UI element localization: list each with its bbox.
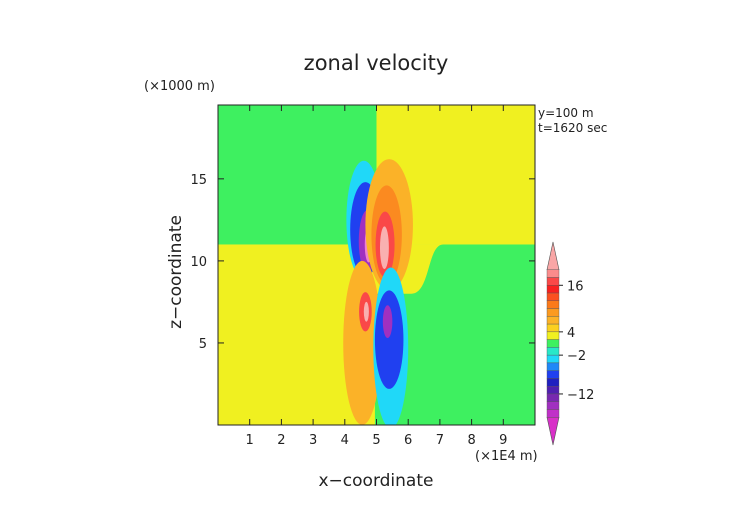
y-tick-label-10: 10 bbox=[190, 255, 207, 270]
colorbar: 16 4 −2 −12 bbox=[546, 241, 594, 446]
colorbar-swatch bbox=[546, 269, 560, 278]
x-tick-label-1: 1 bbox=[246, 433, 254, 448]
x-tick-label-3: 3 bbox=[309, 433, 317, 448]
colorbar-bottom-triangle bbox=[546, 416, 560, 446]
colorbar-swatch bbox=[546, 331, 560, 340]
feature-lower-right-blue bbox=[374, 290, 404, 389]
chart-title: zonal velocity bbox=[304, 51, 449, 75]
colorbar-swatch bbox=[546, 285, 560, 294]
x-tick-label-4: 4 bbox=[341, 433, 349, 448]
feature-lower-right-purple bbox=[382, 305, 393, 339]
colorbar-swatch bbox=[546, 308, 560, 317]
y-axis-units: (×1000 m) bbox=[144, 79, 215, 94]
feature-lower-left-core bbox=[363, 301, 369, 322]
colorbar-swatch bbox=[546, 292, 560, 302]
x-tick-label-2: 2 bbox=[277, 433, 285, 448]
x-tick-label-6: 6 bbox=[404, 433, 412, 448]
colorbar-swatch bbox=[546, 393, 560, 402]
colorbar-swatch bbox=[546, 347, 560, 356]
colorbar-swatch bbox=[546, 277, 560, 286]
x-axis-units: (×1E4 m) bbox=[475, 449, 538, 464]
x-tick-label-7: 7 bbox=[436, 433, 444, 448]
colorbar-swatch bbox=[546, 409, 560, 418]
axis-ticks: 1 2 3 4 5 6 7 8 9 5 10 15 bbox=[190, 105, 535, 448]
colorbar-swatch bbox=[546, 378, 560, 387]
colorbar-swatch bbox=[546, 300, 560, 309]
colorbar-swatch bbox=[546, 401, 560, 410]
colorbar-swatch bbox=[546, 362, 560, 371]
contour-field bbox=[218, 105, 535, 425]
colorbar-swatch bbox=[546, 323, 560, 333]
annotation-time: t=1620 sec bbox=[538, 121, 607, 135]
x-axis-label: x−coordinate bbox=[319, 471, 434, 491]
colorbar-swatch bbox=[546, 316, 560, 325]
colorbar-tick-label-−2: −2 bbox=[567, 349, 586, 364]
x-tick-label-9: 9 bbox=[499, 433, 507, 448]
colorbar-top-triangle bbox=[546, 241, 560, 271]
colorbar-tick-label-−12: −12 bbox=[567, 388, 594, 403]
colorbar-swatch bbox=[546, 370, 560, 379]
colorbar-swatch bbox=[546, 354, 560, 364]
y-axis-label: z−coordinate bbox=[166, 215, 186, 329]
annotation-y: y=100 m bbox=[538, 106, 594, 120]
feature-lower-left-outer bbox=[343, 260, 382, 425]
y-tick-label-5: 5 bbox=[199, 337, 207, 352]
x-tick-label-5: 5 bbox=[372, 433, 380, 448]
colorbar-swatch bbox=[546, 385, 560, 395]
x-tick-label-8: 8 bbox=[467, 433, 475, 448]
feature-upper-right-core bbox=[379, 226, 389, 270]
colorbar-swatch bbox=[546, 339, 560, 348]
colorbar-tick-label-4: 4 bbox=[567, 326, 575, 341]
colorbar-tick-label-16: 16 bbox=[567, 279, 584, 294]
y-tick-label-15: 15 bbox=[190, 173, 207, 188]
